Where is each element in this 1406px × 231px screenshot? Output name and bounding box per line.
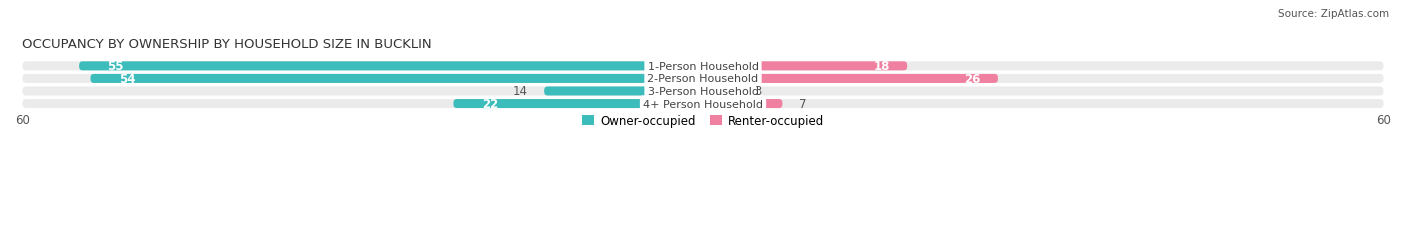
- FancyBboxPatch shape: [703, 75, 998, 84]
- FancyBboxPatch shape: [22, 75, 1384, 84]
- FancyBboxPatch shape: [22, 100, 1384, 109]
- Text: 3: 3: [754, 85, 762, 98]
- Text: 3-Person Household: 3-Person Household: [648, 87, 758, 97]
- Text: 54: 54: [120, 73, 135, 85]
- Text: 55: 55: [107, 60, 124, 73]
- FancyBboxPatch shape: [454, 100, 703, 109]
- Text: OCCUPANCY BY OWNERSHIP BY HOUSEHOLD SIZE IN BUCKLIN: OCCUPANCY BY OWNERSHIP BY HOUSEHOLD SIZE…: [22, 38, 432, 51]
- Legend: Owner-occupied, Renter-occupied: Owner-occupied, Renter-occupied: [578, 110, 828, 132]
- FancyBboxPatch shape: [703, 87, 737, 96]
- Text: 26: 26: [965, 73, 981, 85]
- FancyBboxPatch shape: [79, 62, 703, 71]
- Text: 4+ Person Household: 4+ Person Household: [643, 99, 763, 109]
- FancyBboxPatch shape: [703, 62, 907, 71]
- Text: 1-Person Household: 1-Person Household: [648, 62, 758, 72]
- Text: 14: 14: [512, 85, 527, 98]
- FancyBboxPatch shape: [90, 75, 703, 84]
- Text: 22: 22: [482, 98, 498, 111]
- FancyBboxPatch shape: [544, 87, 703, 96]
- Text: 7: 7: [800, 98, 807, 111]
- FancyBboxPatch shape: [22, 87, 1384, 96]
- FancyBboxPatch shape: [703, 100, 782, 109]
- Text: 18: 18: [873, 60, 890, 73]
- Text: 2-Person Household: 2-Person Household: [647, 74, 759, 84]
- FancyBboxPatch shape: [22, 62, 1384, 71]
- Text: Source: ZipAtlas.com: Source: ZipAtlas.com: [1278, 9, 1389, 19]
